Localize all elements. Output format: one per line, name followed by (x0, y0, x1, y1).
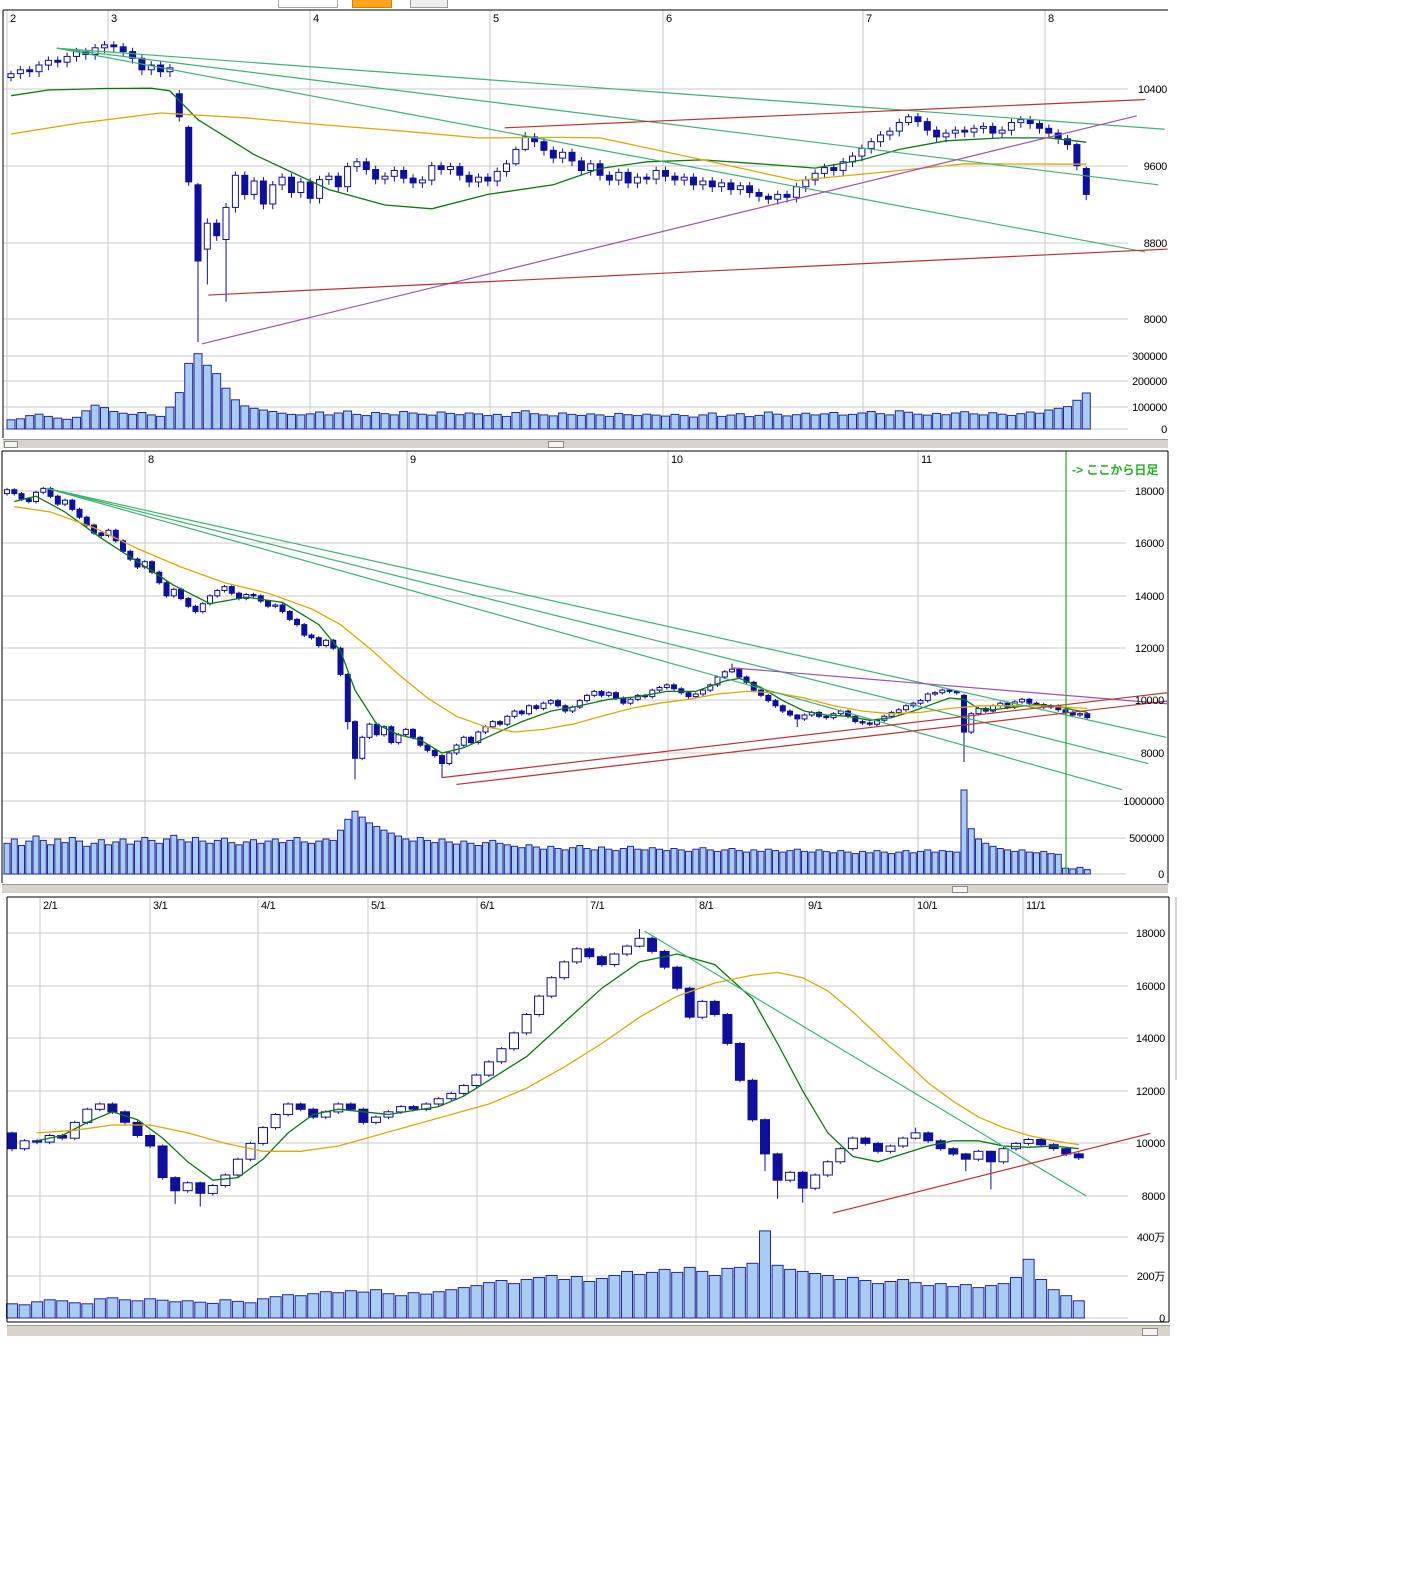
svg-text:10/1: 10/1 (917, 900, 937, 912)
svg-text:18000: 18000 (1135, 486, 1164, 498)
svg-text:0: 0 (1159, 1313, 1165, 1325)
chart-plot-area[interactable] (2, 451, 1168, 874)
svg-text:1000000: 1000000 (1123, 796, 1164, 808)
svg-text:7: 7 (866, 13, 872, 25)
svg-text:5: 5 (493, 13, 499, 25)
price-axis-labels: 18000 16000 14000 12000 10000 8000 (1135, 486, 1165, 760)
toolbar-orange-button-fragment[interactable] (352, 0, 392, 8)
svg-text:7/1: 7/1 (590, 900, 605, 912)
ma-long-line (14, 506, 1088, 733)
svg-text:500000: 500000 (1129, 833, 1164, 845)
svg-text:2/1: 2/1 (43, 900, 58, 912)
svg-text:8/1: 8/1 (699, 900, 714, 912)
svg-text:8000: 8000 (1141, 748, 1164, 760)
price-axis-labels: 18000 16000 14000 12000 10000 8000 (1136, 928, 1166, 1203)
volume-axis-labels: 1000000 500000 0 (1123, 796, 1164, 881)
svg-text:400万: 400万 (1137, 1232, 1165, 1244)
chart2-scrollbar-thumb[interactable] (952, 886, 968, 893)
svg-text:4/1: 4/1 (261, 900, 276, 912)
svg-text:8800: 8800 (1144, 238, 1167, 250)
svg-text:12000: 12000 (1136, 1086, 1165, 1098)
trendlines (644, 930, 1151, 1214)
chart3-scrollbar-thumb[interactable] (1142, 1328, 1158, 1336)
chart1-scrollbar[interactable] (3, 439, 1168, 449)
svg-text:300000: 300000 (1132, 351, 1167, 363)
svg-text:100000: 100000 (1132, 402, 1167, 414)
volume-bars (3, 789, 1091, 875)
toolbar-input-fragment[interactable] (278, 0, 338, 8)
price-axis-labels: 10400 9600 8800 8000 (1138, 84, 1168, 326)
svg-text:18000: 18000 (1136, 928, 1165, 940)
svg-text:200万: 200万 (1137, 1271, 1165, 1283)
svg-text:9: 9 (410, 454, 416, 466)
svg-text:8: 8 (148, 454, 154, 466)
chart-panel-1: 2 3 4 5 6 7 8 10400 9600 8800 8000 300000 200000 1000… (2, 9, 1168, 438)
svg-text:12000: 12000 (1135, 643, 1164, 655)
panel-border (1, 450, 1169, 883)
chart-panel-3: 2/1 3/1 4/1 5/1 6/1 7/1 8/1 9/1 10/1 11/1 18000 160… (6, 896, 1177, 1325)
svg-text:0: 0 (1161, 424, 1167, 436)
chart-plot-area[interactable] (7, 897, 1169, 1318)
trendlines (56, 47, 1168, 345)
svg-text:10: 10 (671, 454, 683, 466)
panel-border (6, 896, 1177, 1323)
svg-text:10400: 10400 (1138, 84, 1167, 96)
svg-text:10000: 10000 (1136, 1138, 1165, 1150)
panel-border (2, 9, 1168, 438)
chart-plot-area[interactable] (3, 10, 1168, 429)
x-axis-labels: 2/1 3/1 4/1 5/1 6/1 7/1 8/1 9/1 10/1 11/1 (43, 900, 1046, 912)
ma-short-line (36, 953, 1079, 1181)
trendlines (46, 487, 1168, 791)
ma-short-line (14, 495, 1088, 754)
svg-text:8: 8 (1048, 13, 1054, 25)
x-axis-labels: 2 3 4 5 6 7 8 (10, 13, 1054, 25)
volume-bars (6, 353, 1091, 430)
horizontal-gridlines (2, 490, 1126, 875)
svg-text:6/1: 6/1 (480, 900, 495, 912)
svg-text:14000: 14000 (1136, 1033, 1165, 1045)
candlestick-series (7, 41, 1090, 342)
candlestick-series (4, 486, 1091, 780)
svg-text:16000: 16000 (1135, 538, 1164, 550)
volume-axis-labels: 300000 200000 100000 0 (1132, 351, 1167, 436)
svg-text:8000: 8000 (1144, 314, 1167, 326)
svg-text:3: 3 (111, 13, 117, 25)
toolbar-gray-button-fragment[interactable] (410, 0, 448, 8)
ma-long-line (37, 971, 1079, 1152)
svg-text:10000: 10000 (1135, 695, 1164, 707)
svg-text:6: 6 (666, 13, 672, 25)
svg-text:0: 0 (1158, 869, 1164, 881)
candlestick-series (7, 929, 1084, 1207)
svg-text:200000: 200000 (1132, 376, 1167, 388)
daily-start-annotation: -> ここから日足 (1072, 463, 1159, 477)
chart2-scrollbar[interactable] (2, 884, 1168, 894)
svg-text:9/1: 9/1 (808, 900, 823, 912)
svg-text:11/1: 11/1 (1026, 900, 1046, 912)
chart1-scrollbar-left-box[interactable] (4, 441, 18, 448)
svg-text:4: 4 (313, 13, 319, 25)
svg-text:9600: 9600 (1144, 161, 1167, 173)
svg-text:11: 11 (921, 454, 932, 466)
chart-panel-2: 8 9 10 11 18000 16000 14000 12000 10000 8000 10000… (1, 450, 1169, 883)
volume-bars (6, 1230, 1085, 1319)
chart1-scrollbar-thumb[interactable] (548, 441, 564, 448)
ma-long-line (10, 112, 1087, 182)
ma-short-line (10, 87, 1087, 210)
svg-text:5/1: 5/1 (371, 900, 386, 912)
svg-text:14000: 14000 (1135, 591, 1164, 603)
svg-text:2: 2 (10, 13, 16, 25)
volume-axis-labels: 400万 200万 0 (1137, 1232, 1166, 1325)
svg-text:16000: 16000 (1136, 981, 1165, 993)
x-axis-labels: 8 9 10 11 (148, 454, 932, 466)
svg-text:3/1: 3/1 (153, 900, 168, 912)
svg-text:8000: 8000 (1142, 1191, 1165, 1203)
chart3-scrollbar[interactable] (7, 1325, 1170, 1337)
